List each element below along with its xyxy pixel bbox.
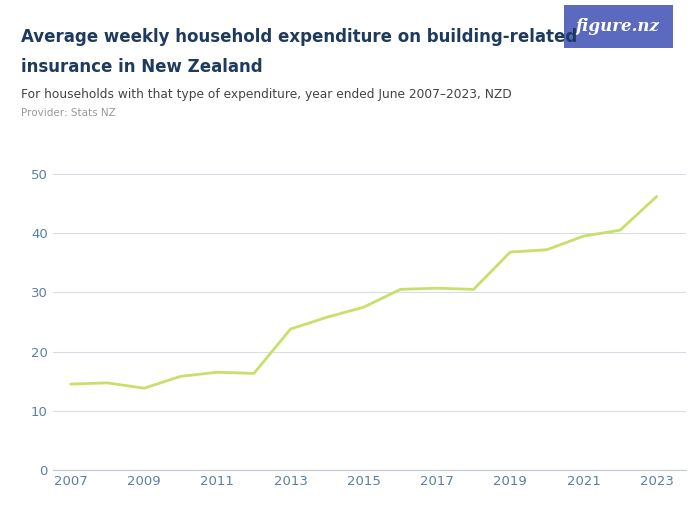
Text: Average weekly household expenditure on building-related: Average weekly household expenditure on …: [21, 28, 578, 46]
Text: insurance in New Zealand: insurance in New Zealand: [21, 58, 262, 76]
Text: figure.nz: figure.nz: [577, 18, 661, 35]
Text: For households with that type of expenditure, year ended June 2007–2023, NZD: For households with that type of expendi…: [21, 88, 512, 101]
Text: Provider: Stats NZ: Provider: Stats NZ: [21, 108, 116, 118]
